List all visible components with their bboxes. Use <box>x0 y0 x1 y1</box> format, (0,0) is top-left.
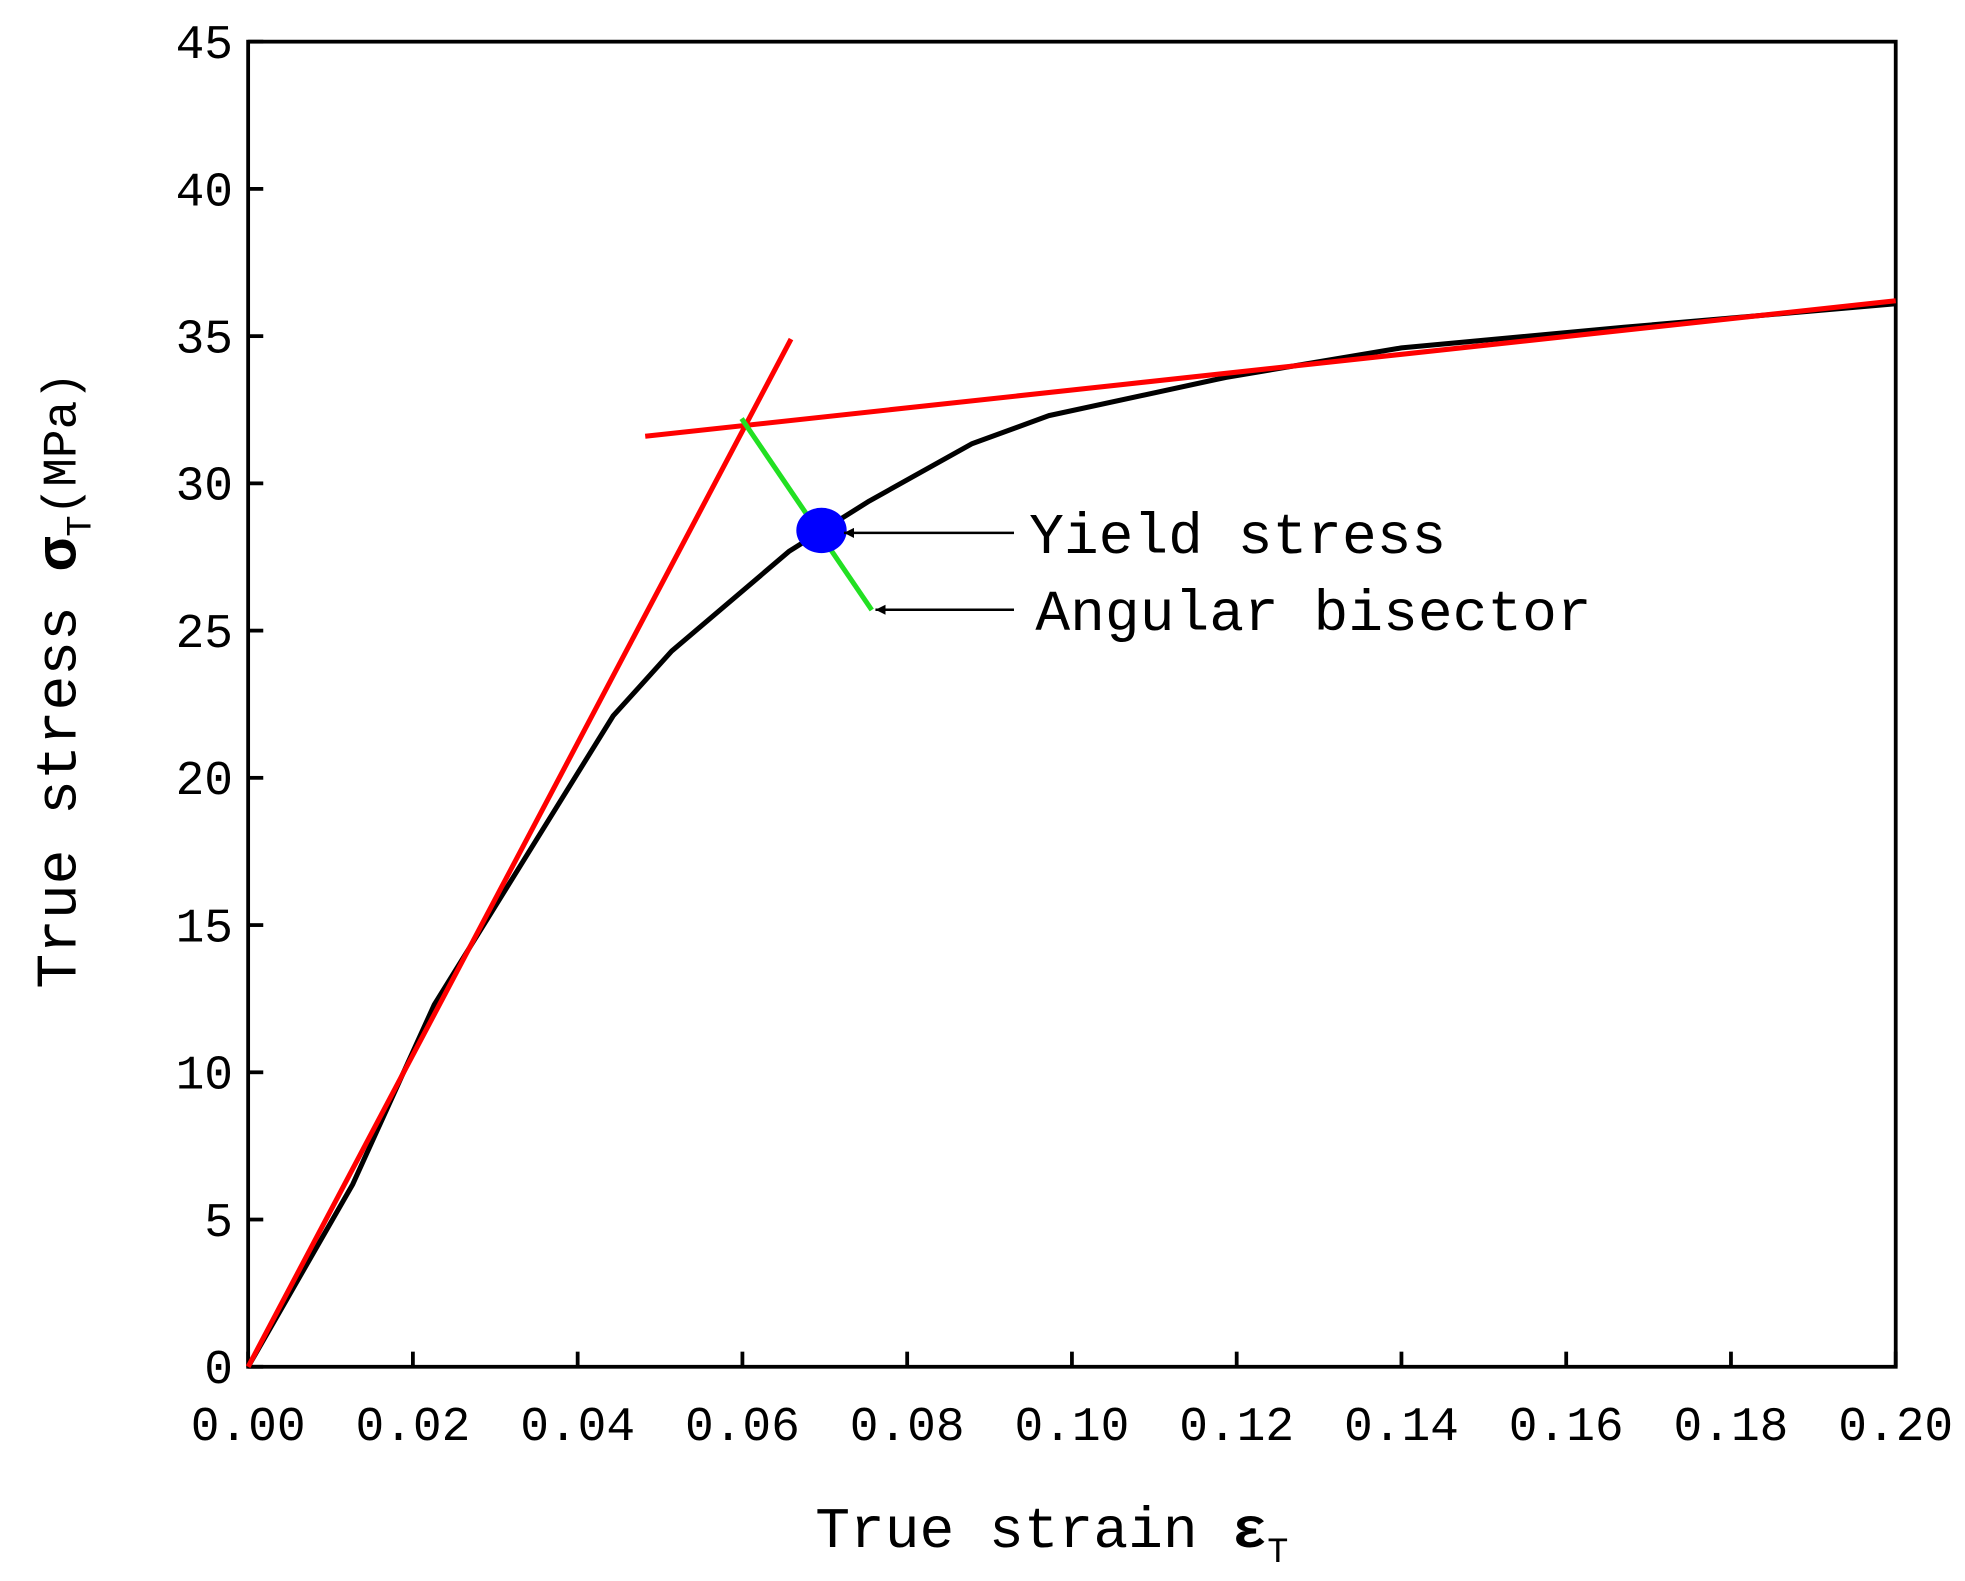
annotation-text: Yield stress <box>1029 506 1446 571</box>
x-axis-label: True strain εT <box>815 1500 1288 1573</box>
y-tick-label: 15 <box>176 902 233 956</box>
y-tick-label: 30 <box>176 461 233 515</box>
x-tick-label: 0.10 <box>1014 1401 1129 1455</box>
x-label-symbol: ε <box>1232 1500 1267 1565</box>
y-tick-label: 40 <box>176 166 233 220</box>
y-tick-label: 0 <box>204 1344 233 1398</box>
y-tick-label: 5 <box>204 1197 233 1251</box>
series-line <box>644 298 1896 439</box>
y-axis-label: True stress σT(MPa) <box>29 372 102 989</box>
yield-point <box>796 507 847 554</box>
annotation-text: Angular bisector <box>1035 583 1591 648</box>
plot-frame <box>246 39 1898 1369</box>
y-label-subscript: T <box>62 516 102 537</box>
x-tick-label: 0.00 <box>191 1401 306 1455</box>
x-tick-label: 0.04 <box>520 1401 635 1455</box>
x-label-text: True strain <box>815 1500 1232 1565</box>
x-tick-label: 0.06 <box>685 1401 800 1455</box>
y-tick-label: 10 <box>176 1050 233 1104</box>
x-tick-label: 0.18 <box>1674 1401 1789 1455</box>
x-tick-label: 0.16 <box>1509 1401 1624 1455</box>
x-tick-label: 0.08 <box>850 1401 965 1455</box>
y-tick-label: 45 <box>176 19 233 73</box>
x-tick-label: 0.14 <box>1344 1401 1459 1455</box>
x-label-subscript: T <box>1267 1533 1288 1573</box>
x-tick-label: 0.20 <box>1838 1401 1953 1455</box>
series-line <box>245 301 1896 1369</box>
series-line <box>245 337 794 1368</box>
y-tick-label: 35 <box>176 314 233 368</box>
y-label-unit: (MPa) <box>37 372 91 516</box>
x-tick-label: 0.12 <box>1179 1401 1294 1455</box>
y-label-symbol: σ <box>29 536 94 571</box>
y-tick-label: 20 <box>176 755 233 809</box>
x-tick-label: 0.02 <box>355 1401 470 1455</box>
y-label-text: True stress <box>29 571 94 988</box>
y-tick-label: 25 <box>176 608 233 662</box>
